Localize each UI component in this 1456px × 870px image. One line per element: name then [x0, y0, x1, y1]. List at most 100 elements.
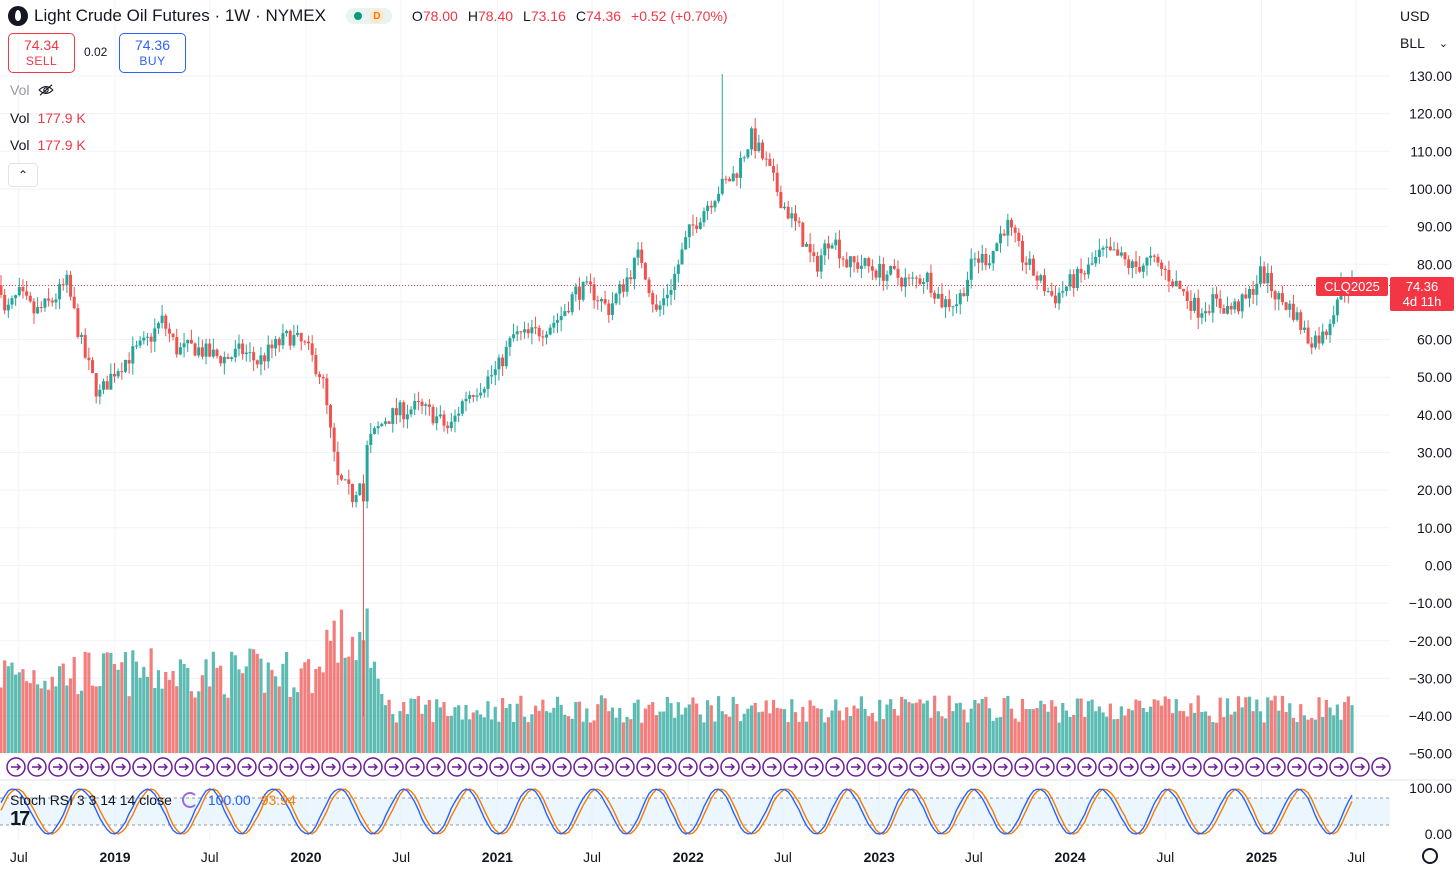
- unit-selector[interactable]: BLL ⌄: [1396, 31, 1452, 55]
- candle-body: [1266, 272, 1270, 284]
- volume-legend-hidden[interactable]: Vol: [10, 82, 55, 98]
- candle-body: [380, 423, 384, 427]
- event-markers-row[interactable]: [6, 757, 1391, 777]
- candle-body: [431, 406, 435, 424]
- candle-body: [336, 451, 340, 476]
- volume-bar: [987, 708, 992, 753]
- candle-body: [929, 272, 933, 293]
- candle-body: [1182, 288, 1186, 292]
- volume-legend-2[interactable]: Vol 177.9 K: [10, 137, 86, 153]
- settings-gear-icon[interactable]: [1422, 848, 1438, 864]
- volume-bar: [724, 714, 728, 753]
- volume-bar: [1105, 716, 1109, 753]
- volume-bar: [980, 698, 984, 753]
- candle-body: [1295, 312, 1299, 320]
- sell-button[interactable]: 74.34 SELL: [8, 33, 75, 73]
- candle-body: [116, 371, 120, 377]
- refresh-icon[interactable]: [181, 792, 198, 808]
- time-axis[interactable]: Jul 2019 Jul 2020 Jul 2021 Jul 2022 Jul 2023 Jul 20…: [10, 849, 1365, 865]
- volume-bar: [533, 705, 538, 753]
- candle-body: [962, 293, 966, 297]
- volume-bar: [632, 702, 636, 753]
- volume-bar: [658, 711, 662, 753]
- data-source-badge[interactable]: D: [369, 9, 384, 23]
- volume-bar: [885, 704, 889, 753]
- eye-hidden-icon[interactable]: [37, 84, 55, 96]
- candle-body: [856, 262, 860, 269]
- candle-body: [460, 401, 464, 414]
- collapse-legend-button[interactable]: ⌃: [8, 163, 38, 187]
- volume-bar: [1116, 719, 1120, 753]
- volume-bar: [933, 695, 937, 753]
- candle-body: [548, 327, 552, 335]
- volume-bar: [1262, 722, 1266, 753]
- volume-bar: [332, 620, 336, 753]
- volume-bar: [427, 699, 431, 753]
- candle-body: [1244, 294, 1248, 299]
- stoch-rsi-legend[interactable]: Stoch RSI 3 3 14 14 close 100.00 93.94: [10, 792, 296, 808]
- time-tick-label: Jul: [1347, 849, 1365, 865]
- volume-legend-1[interactable]: Vol 177.9 K: [10, 110, 86, 126]
- volume-bar: [1240, 707, 1244, 753]
- volume-bar: [508, 703, 512, 753]
- volume-bar: [336, 662, 340, 753]
- market-status-pill[interactable]: D: [345, 8, 392, 24]
- volume-bar: [1072, 714, 1076, 753]
- arrow-right-icon: [998, 763, 1008, 771]
- candle-body: [266, 344, 270, 362]
- candle-body: [903, 277, 907, 287]
- volume-bar: [940, 716, 944, 753]
- volume-bar: [43, 680, 47, 753]
- arrow-right-icon: [662, 763, 672, 771]
- price-axis[interactable]: 130.00120.00110.00100.0090.0080.0070.006…: [1409, 68, 1452, 762]
- candle-body: [10, 298, 14, 305]
- candle-body: [17, 287, 21, 296]
- volume-bar: [153, 688, 157, 753]
- candle-body: [552, 322, 556, 328]
- candle-body: [1020, 240, 1024, 263]
- candle-body: [332, 427, 336, 452]
- volume-bar: [709, 705, 713, 753]
- volume-bar: [746, 708, 750, 753]
- candle-body: [47, 298, 51, 301]
- volume-bar: [1002, 698, 1006, 753]
- volume-bar: [530, 714, 534, 753]
- volume-bar: [321, 672, 325, 753]
- buy-button[interactable]: 74.36 BUY: [119, 33, 186, 73]
- candle-body: [786, 206, 790, 219]
- candle-body: [607, 303, 611, 315]
- arrow-right-icon: [788, 763, 798, 771]
- volume-bar: [852, 705, 856, 753]
- arrow-right-icon: [368, 763, 378, 771]
- volume-bar: [28, 683, 32, 753]
- arrow-right-icon: [1145, 763, 1155, 771]
- tradingview-logo-icon[interactable]: 17: [10, 808, 30, 830]
- volume-bar: [182, 663, 186, 753]
- candle-body: [1108, 246, 1112, 251]
- candle-body: [314, 354, 318, 375]
- candle-body: [783, 206, 787, 209]
- currency-selector[interactable]: USD: [1396, 4, 1452, 28]
- chart-title[interactable]: Light Crude Oil Futures · 1W · NYMEX: [34, 6, 326, 25]
- volume-bar: [771, 699, 776, 753]
- volume-bar: [954, 703, 959, 753]
- volume-bar: [211, 651, 215, 753]
- volume-bar: [1042, 704, 1047, 753]
- price-tick-label: −30.00: [1409, 670, 1452, 686]
- candle-body: [654, 304, 658, 310]
- price-tick-label: 120.00: [1409, 106, 1452, 122]
- volume-bar: [61, 663, 65, 753]
- volume-bar: [435, 699, 439, 753]
- candle-body: [911, 277, 915, 279]
- volume-bar: [995, 717, 999, 753]
- volume-bar: [1350, 705, 1354, 753]
- arrow-right-icon: [1040, 763, 1050, 771]
- candle-body: [164, 315, 168, 329]
- volume-bar: [962, 709, 966, 753]
- candle-body: [1174, 280, 1178, 287]
- volume-bar: [424, 704, 428, 753]
- volume-bar: [614, 717, 618, 753]
- volume-bar: [607, 711, 611, 753]
- volume-bar: [471, 712, 475, 753]
